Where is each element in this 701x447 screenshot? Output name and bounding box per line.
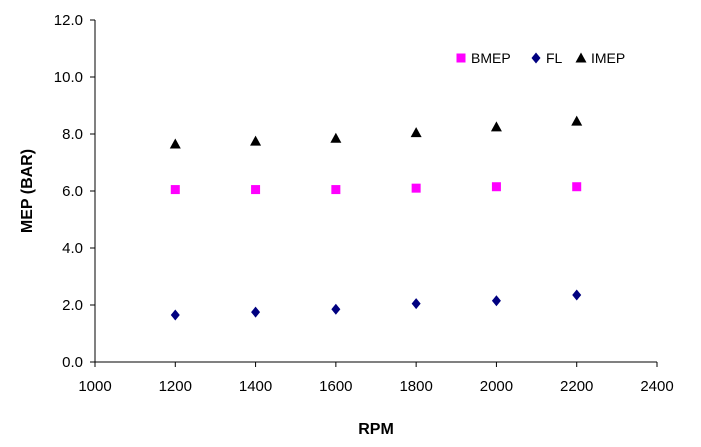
x-tick-label: 1600 — [319, 378, 352, 395]
y-tick-label: 12.0 — [54, 12, 83, 29]
imep-point — [490, 121, 502, 132]
x-axis-title: RPM — [358, 421, 394, 438]
fl-point — [411, 298, 421, 310]
y-tick-label: 6.0 — [62, 183, 83, 200]
bmep-point — [572, 182, 582, 192]
y-tick-label: 0.0 — [62, 354, 83, 371]
x-tick-label: 1400 — [239, 378, 272, 395]
data-marks — [169, 115, 583, 321]
x-tick-label: 1000 — [78, 378, 111, 395]
y-tick-label: 8.0 — [62, 126, 83, 143]
bmep-point — [170, 185, 180, 195]
imep-point — [330, 132, 342, 143]
bmep-point — [411, 183, 421, 193]
legend-item-fl: FL — [531, 50, 563, 66]
legend-label-fl: FL — [546, 50, 563, 66]
fl-point — [572, 289, 582, 301]
imep-point — [410, 127, 422, 138]
x-tick-label: 2400 — [640, 378, 673, 395]
legend-marker-fl — [531, 52, 541, 64]
x-tick-label: 2200 — [560, 378, 593, 395]
legend-label-imep: IMEP — [591, 50, 625, 66]
fl-point — [170, 309, 180, 321]
x-ticks: 1000 1200 1400 1600 1800 2000 2200 2400 — [78, 362, 674, 395]
fl-point — [331, 303, 341, 315]
y-tick-label: 2.0 — [62, 297, 83, 314]
y-tick-label: 10.0 — [54, 69, 83, 86]
imep-point — [169, 138, 181, 149]
legend-item-bmep: BMEP — [456, 50, 511, 66]
legend-item-imep: IMEP — [575, 50, 625, 66]
series-bmep — [170, 182, 582, 195]
imep-point — [250, 135, 262, 146]
x-tick-label: 1800 — [399, 378, 432, 395]
bmep-point — [251, 185, 261, 195]
y-ticks: 0.0 2.0 4.0 6.0 8.0 10.0 12.0 — [54, 12, 95, 371]
bmep-point — [331, 185, 341, 195]
series-fl — [170, 289, 582, 321]
legend-marker-imep — [575, 52, 587, 63]
legend-label-bmep: BMEP — [471, 50, 511, 66]
bmep-point — [491, 182, 501, 192]
x-tick-label: 2000 — [480, 378, 513, 395]
y-axis-title: MEP (BAR) — [19, 149, 36, 233]
x-tick-label: 1200 — [159, 378, 192, 395]
fl-point — [491, 295, 501, 307]
y-tick-label: 4.0 — [62, 240, 83, 257]
legend-marker-bmep — [456, 53, 466, 63]
imep-point — [571, 115, 583, 126]
legend: BMEP FL IMEP — [456, 50, 625, 66]
series-imep — [169, 115, 583, 149]
fl-point — [251, 306, 261, 318]
axes: 1000 1200 1400 1600 1800 2000 2200 2400 0.0 2.0 4… — [54, 12, 674, 395]
